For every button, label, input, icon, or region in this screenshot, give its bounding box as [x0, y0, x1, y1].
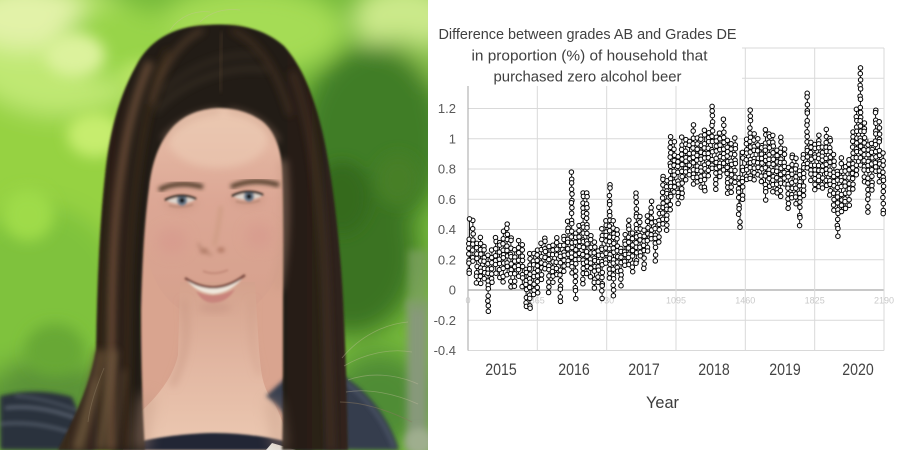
svg-text:0: 0: [465, 296, 470, 306]
svg-text:0.8: 0.8: [438, 162, 456, 177]
svg-text:-0.4: -0.4: [434, 343, 456, 358]
svg-text:-0.2: -0.2: [434, 313, 456, 328]
svg-text:2190: 2190: [874, 296, 894, 306]
svg-text:2020: 2020: [842, 360, 874, 379]
svg-text:1: 1: [449, 131, 456, 146]
svg-text:purchased zero alcohol beer: purchased zero alcohol beer: [494, 69, 682, 86]
svg-text:Year: Year: [646, 393, 679, 412]
svg-text:1095: 1095: [666, 296, 686, 306]
svg-text:0: 0: [449, 283, 456, 298]
svg-text:2017: 2017: [628, 360, 660, 379]
svg-text:1825: 1825: [805, 296, 825, 306]
svg-text:in proportion (%) of household: in proportion (%) of household that: [472, 48, 709, 65]
svg-text:2019: 2019: [769, 360, 801, 379]
svg-text:730: 730: [599, 296, 614, 306]
svg-text:2018: 2018: [698, 360, 730, 379]
svg-text:Difference between grades AB a: Difference between grades AB and Grades …: [439, 26, 737, 43]
svg-text:0.6: 0.6: [438, 192, 456, 207]
svg-text:365: 365: [530, 296, 545, 306]
svg-text:1.2: 1.2: [438, 101, 456, 116]
svg-text:1460: 1460: [735, 296, 755, 306]
svg-text:2015: 2015: [485, 360, 517, 379]
svg-text:0.2: 0.2: [438, 252, 456, 267]
svg-text:2016: 2016: [558, 360, 590, 379]
svg-text:0.4: 0.4: [438, 222, 456, 237]
